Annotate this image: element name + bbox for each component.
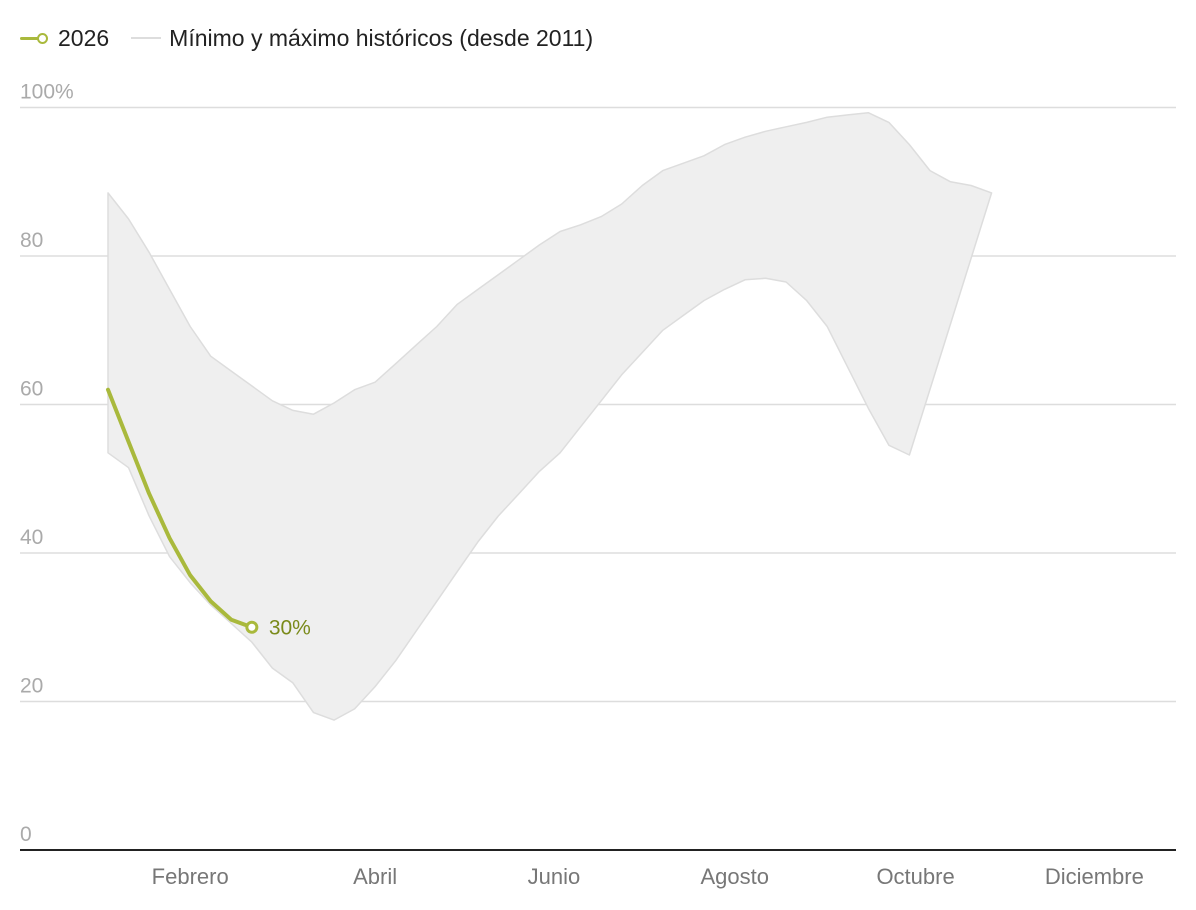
x-tick-label: Diciembre [1045, 864, 1144, 889]
series-2026 [106, 387, 259, 634]
series-2026-line [106, 387, 254, 630]
legend: 2026 Mínimo y máximo históricos (desde 2… [20, 22, 615, 54]
x-tick-label: Agosto [700, 864, 769, 889]
x-tick-label: Abril [353, 864, 397, 889]
series-2026-end-label: 30% [269, 616, 311, 639]
line-marker-icon [20, 32, 50, 44]
y-tick-label: 0 [20, 823, 32, 846]
historic-range-band [107, 111, 993, 721]
y-tick-label: 100% [20, 81, 74, 104]
legend-item-2026[interactable]: 2026 [20, 25, 109, 52]
y-tick-label: 20 [20, 675, 43, 698]
tick-labels: 0 20 40 60 80 100% Febrero Abril Junio Agosto Octu… [20, 81, 1144, 890]
y-tick-label: 40 [20, 526, 43, 549]
historic-range-area [107, 111, 993, 721]
x-tick-label: Febrero [152, 864, 229, 889]
legend-label-2026: 2026 [58, 24, 110, 51]
y-tick-label: 80 [20, 229, 43, 252]
legend-label-historic-range: Mínimo y máximo históricos (desde 2011) [169, 24, 594, 51]
series-2026-endpoint[interactable] [245, 620, 259, 634]
legend-item-historic-range[interactable]: Mínimo y máximo históricos (desde 2011) [131, 25, 593, 52]
x-tick-label: Junio [528, 864, 581, 889]
range-band-icon [131, 37, 162, 39]
x-tick-label: Octubre [876, 864, 954, 889]
y-tick-label: 60 [20, 378, 43, 401]
